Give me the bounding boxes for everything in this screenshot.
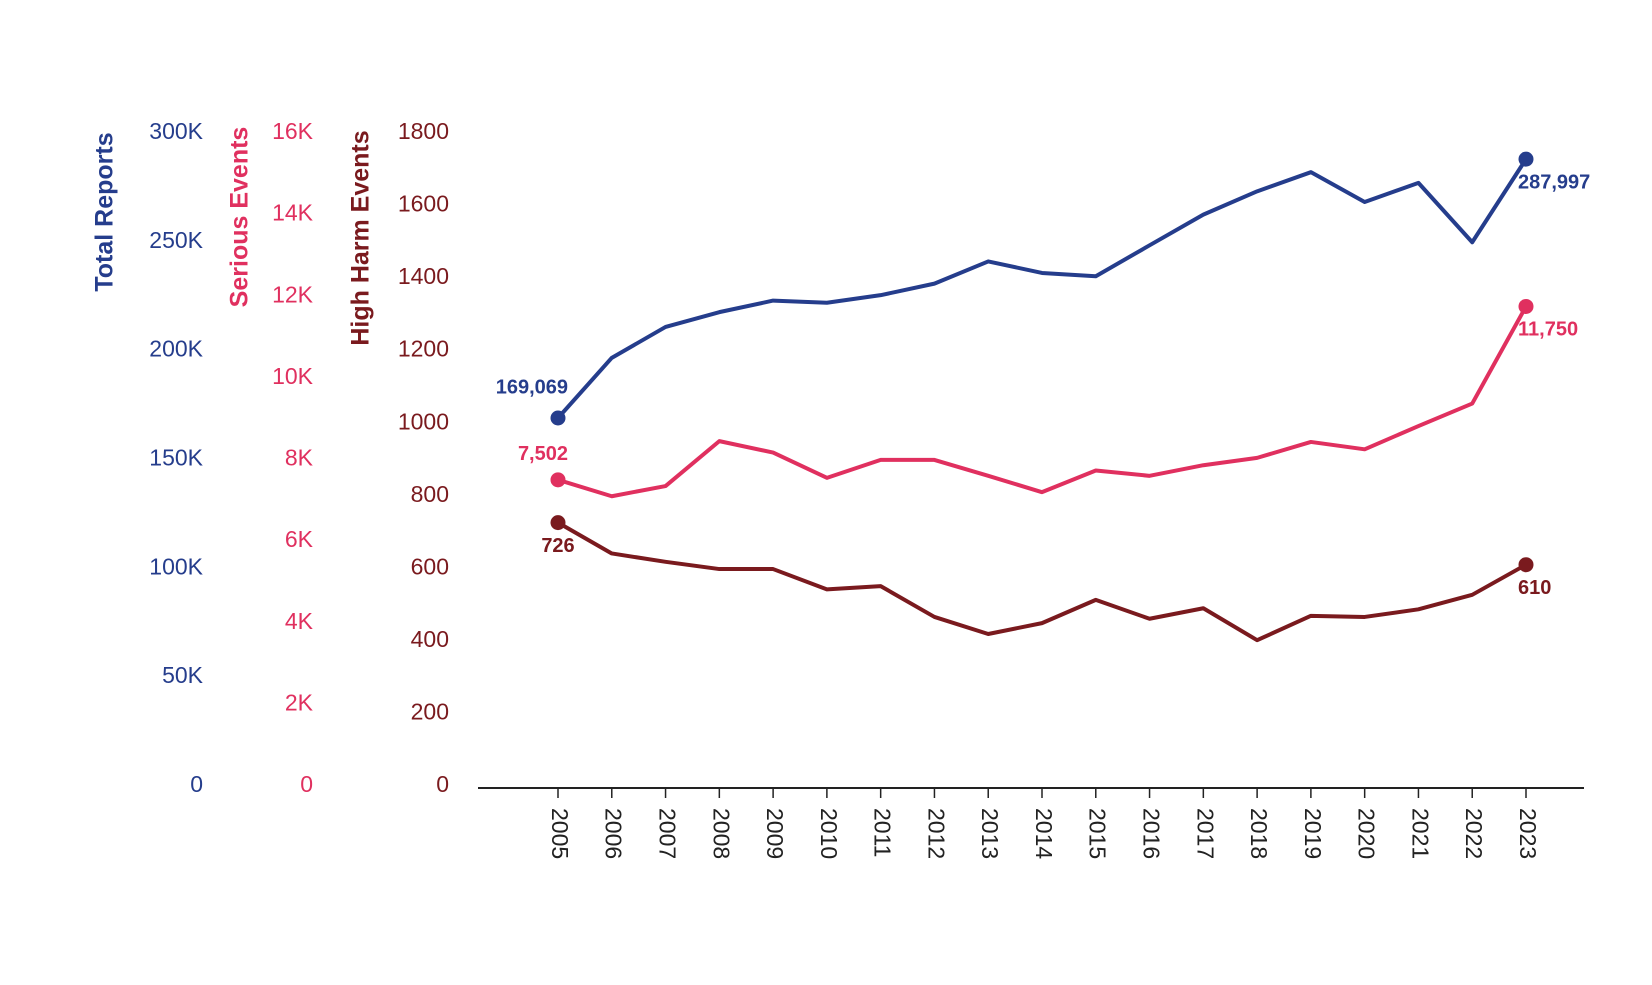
y-tick-label: 600 — [411, 553, 449, 579]
x-tick-label: 2020 — [1354, 808, 1380, 859]
y2-axis-title: Serious Events — [226, 127, 254, 308]
y-tick-label: 1200 — [398, 336, 449, 362]
x-tick-label: 2009 — [762, 808, 788, 859]
end-point — [1518, 298, 1534, 314]
y2-tick-label: 6K — [285, 526, 314, 552]
x-tick-label: 2012 — [923, 808, 949, 859]
y-axis-title: High Harm Events — [347, 130, 375, 345]
x-tick-label: 2018 — [1246, 808, 1272, 859]
y2-tick-label: 8K — [285, 445, 314, 471]
y-tick-label: 400 — [411, 626, 449, 652]
x-tick-label: 2013 — [977, 808, 1003, 859]
x-tick-label: 2023 — [1515, 808, 1541, 859]
y-tick-label: 200 — [411, 699, 449, 725]
series-line — [556, 158, 1528, 420]
x-tick-label: 2011 — [870, 808, 896, 857]
y2-tick-label: 14K — [272, 200, 314, 226]
y3-axis-title: Total Reports — [91, 132, 119, 291]
series-line — [557, 520, 1527, 643]
x-tick-label: 2006 — [601, 808, 627, 859]
data-label: 169,069 — [496, 376, 568, 398]
y3-tick-label: 200K — [149, 336, 203, 362]
y-tick-label: 1400 — [398, 263, 449, 289]
y-tick-label: 1000 — [398, 408, 449, 434]
y3-tick-label: 50K — [162, 662, 204, 688]
data-label: 11,750 — [1518, 319, 1578, 341]
y-tick-label: 1600 — [398, 191, 449, 217]
x-tick-label: 2010 — [816, 808, 842, 859]
x-tick-label: 2021 — [1407, 808, 1433, 859]
end-point — [550, 410, 566, 426]
end-point — [550, 515, 566, 531]
x-tick-label: 2015 — [1085, 808, 1111, 859]
data-label: 726 — [541, 535, 574, 557]
x-tick-label: 2005 — [547, 808, 573, 859]
y2-tick-label: 0 — [300, 771, 313, 797]
y-tick-label: 1800 — [398, 118, 449, 144]
y2-tick-label: 16K — [272, 118, 314, 144]
y-tick-label: 0 — [436, 771, 449, 797]
y-tick-label: 800 — [411, 481, 449, 507]
end-point — [1518, 151, 1534, 167]
x-tick-label: 2019 — [1300, 808, 1326, 859]
x-tick-label: 2008 — [708, 808, 734, 859]
y3-tick-label: 250K — [149, 227, 203, 253]
data-label: 287,997 — [1518, 171, 1590, 193]
y3-tick-label: 100K — [149, 553, 203, 579]
x-tick-label: 2016 — [1138, 808, 1164, 859]
data-label: 7,502 — [518, 443, 568, 465]
y3-tick-label: 300K — [149, 118, 203, 144]
series-line — [557, 305, 1528, 499]
data-label: 610 — [1518, 577, 1551, 599]
y2-tick-label: 10K — [272, 363, 314, 389]
x-tick-label: 2007 — [654, 808, 680, 859]
x-tick-label: 2017 — [1192, 808, 1218, 859]
end-point — [550, 472, 566, 488]
y3-tick-label: 0 — [190, 771, 203, 797]
x-tick-label: 2022 — [1461, 808, 1487, 859]
y2-tick-label: 2K — [285, 689, 314, 715]
end-point — [1518, 557, 1534, 573]
y2-tick-label: 12K — [272, 281, 314, 307]
y3-tick-label: 150K — [149, 445, 203, 471]
x-tick-label: 2014 — [1031, 808, 1057, 859]
y2-tick-label: 4K — [285, 608, 314, 634]
